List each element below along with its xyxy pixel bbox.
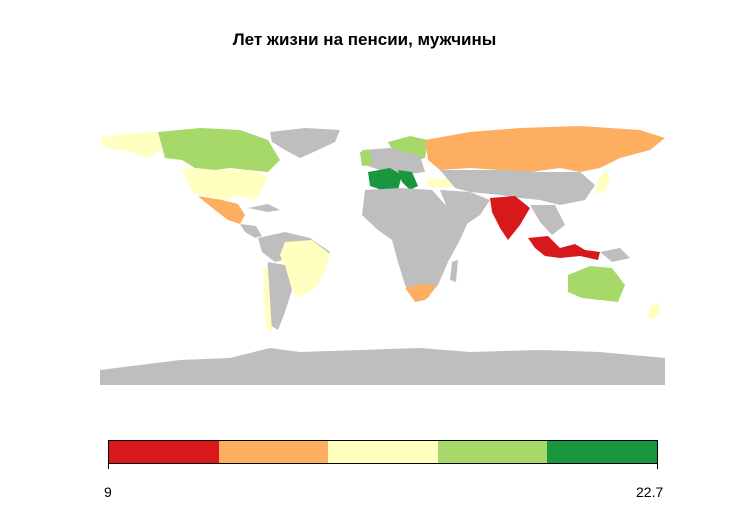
legend-tick-min	[108, 463, 109, 469]
region-africa	[362, 188, 468, 302]
region-mexico	[198, 196, 245, 224]
chart-title: Лет жизни на пенсии, мужчины	[232, 30, 497, 49]
region-madagascar	[450, 260, 458, 282]
region-japan	[596, 170, 610, 194]
region-turkey	[425, 178, 455, 188]
region-chile	[264, 268, 272, 332]
region-india	[490, 196, 530, 240]
region-antarctica	[100, 348, 665, 385]
region-asia	[440, 170, 595, 205]
region-australia	[568, 266, 625, 302]
region-europe-central	[362, 148, 425, 175]
world-map	[100, 126, 665, 385]
region-iberia-france	[368, 168, 402, 190]
region-new-zealand	[648, 302, 660, 320]
region-brazil	[280, 240, 330, 298]
region-central-america	[240, 204, 280, 238]
region-greenland	[270, 128, 340, 158]
region-indonesia	[528, 236, 600, 260]
legend-max-label: 22.7	[636, 484, 664, 500]
region-canada	[158, 128, 280, 172]
region-new-guinea	[600, 248, 630, 262]
color-legend	[108, 440, 658, 464]
region-south-africa	[405, 284, 436, 302]
legend-bin-3	[328, 441, 438, 463]
legend-bin-1	[109, 441, 219, 463]
region-southern-cone	[266, 262, 292, 330]
region-italy	[398, 170, 418, 190]
legend-bin-4	[437, 441, 548, 463]
region-se-asia	[530, 205, 565, 235]
region-alaska	[100, 132, 162, 158]
region-usa	[182, 168, 268, 200]
legend-bin-5	[547, 441, 657, 463]
legend-bin-2	[218, 441, 329, 463]
region-uk	[360, 150, 372, 166]
legend-min-label: 9	[104, 484, 112, 500]
region-russia	[425, 126, 665, 172]
legend-tick-max	[657, 463, 658, 469]
